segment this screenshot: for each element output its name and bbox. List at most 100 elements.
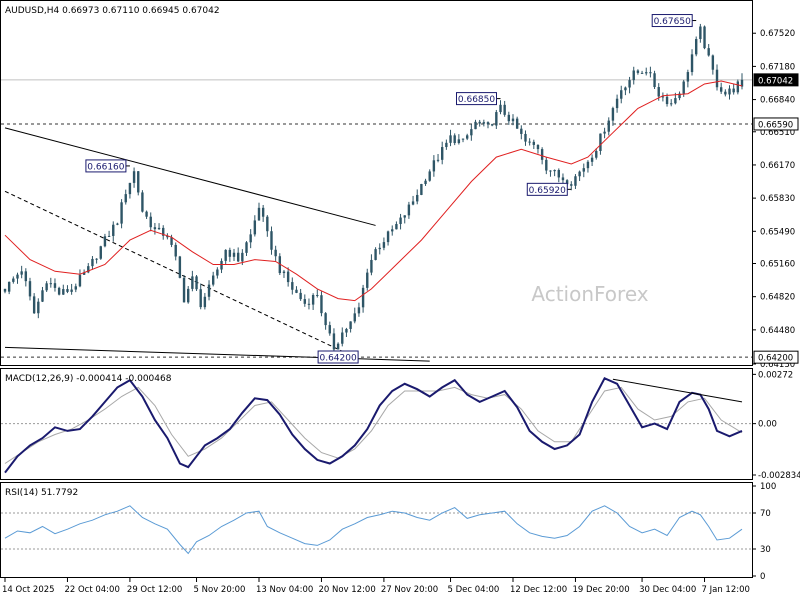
candle-body (436, 159, 440, 161)
candle-body (32, 296, 36, 314)
candle-body (407, 204, 411, 216)
candle-body (703, 26, 706, 49)
candle-body (62, 289, 65, 295)
candle-body (391, 229, 394, 232)
price-y-tick-label: 0.66840 (760, 96, 795, 106)
candle-body (12, 278, 15, 282)
x-tick-label: 30 Dec 04:00 (639, 585, 696, 595)
price-y-tick-label: 0.64820 (760, 293, 795, 303)
rsi-panel-frame (0, 482, 753, 578)
level-tag-1-box (753, 350, 799, 364)
candle-body (74, 286, 77, 290)
candle-body (149, 216, 152, 228)
annotation-box-4 (317, 350, 359, 364)
candle-body (661, 96, 665, 98)
candle-body (628, 80, 631, 88)
candle-body (20, 271, 23, 275)
candle-body (686, 72, 690, 82)
candle-body (320, 295, 323, 314)
candle-body (615, 98, 619, 109)
last-price-tag-box (753, 73, 799, 87)
candle-body (432, 160, 436, 172)
candle-body (120, 202, 123, 224)
candle-body (345, 328, 348, 333)
candle-body (116, 223, 119, 225)
candle-body (24, 271, 28, 282)
candle-body (599, 133, 602, 151)
price-y-tick-label: 0.67180 (760, 62, 795, 72)
annotation-label-4: 0.64200 (319, 354, 356, 364)
watermark: ActionForex (531, 282, 648, 306)
candle-body (141, 192, 144, 212)
candle-body (640, 72, 644, 74)
candle-body (187, 288, 190, 303)
candle-body (316, 294, 319, 296)
macd-plot (1, 377, 752, 474)
candle-body (524, 133, 527, 142)
x-tick-label: 19 Dec 20:00 (572, 585, 629, 595)
price-panel-frame (0, 0, 753, 366)
candle-body (349, 321, 352, 329)
candle-body (586, 161, 590, 169)
candle-body (395, 224, 398, 230)
candle-body (191, 276, 194, 289)
axes: 0.67520 0.67180 0.66840 0.66510 0.66170 0.658… (2, 29, 800, 595)
candle-body (124, 194, 127, 203)
candle-body (624, 87, 627, 91)
candle-body (336, 343, 340, 350)
candle-body (574, 176, 577, 186)
candle-body (719, 87, 723, 92)
candle-body (99, 246, 102, 259)
price-y-tick-label: 0.65830 (760, 194, 795, 204)
candle-body (578, 171, 581, 177)
macd-y-tick-label: 0.00 (758, 420, 777, 430)
candle-body (732, 88, 735, 93)
candle-body (261, 207, 265, 217)
candle-body (366, 272, 369, 288)
macd-panel-title: MACD(12,26,9) -0.000414 -0.000468 (5, 374, 172, 384)
price-plot: 0.67650 0.66850 0.66160 0.65920 0.64200 (1, 14, 752, 364)
candle-body (532, 141, 536, 145)
candle-body (266, 216, 269, 232)
candle-body (411, 201, 415, 205)
candle-body (282, 271, 286, 274)
candle-body (707, 48, 710, 56)
candle-body (674, 98, 677, 104)
candle-body (478, 121, 481, 124)
candle-body (632, 70, 635, 81)
candle-body (416, 194, 419, 202)
candle-body (386, 231, 390, 243)
candle-body (132, 171, 136, 183)
candle-body (715, 69, 719, 88)
candle-body (361, 287, 365, 308)
candle-body (78, 274, 82, 287)
macd-signal-line (4, 386, 743, 464)
macd-y-tick-label: -0.002834 (758, 471, 800, 481)
rsi-panel-title: RSI(14) 51.7792 (5, 488, 78, 498)
x-tick-label: 5 Dec 04:00 (448, 585, 500, 595)
candle-body (570, 184, 573, 186)
candle-body (28, 281, 32, 297)
candle-body (665, 96, 669, 105)
candle-body (295, 289, 298, 293)
last-price-tag-text: 0.67042 (758, 76, 793, 86)
candle-body (520, 128, 523, 134)
candle-body (328, 325, 331, 334)
candle-body (228, 249, 232, 257)
candle-body (162, 227, 165, 236)
candle-body (324, 313, 327, 326)
candle-body (49, 283, 53, 285)
price-y-tick-label: 0.65160 (760, 259, 795, 269)
candle-body (611, 108, 615, 121)
candle-body (291, 282, 294, 290)
candle-body (495, 112, 498, 126)
candle-body (553, 169, 556, 172)
candle-body (257, 207, 261, 221)
candle-body (53, 283, 57, 288)
candle-body (511, 118, 515, 122)
candle-body (736, 81, 740, 93)
candle-body (549, 170, 552, 172)
macd-y-tick-label: 0.00272 (758, 370, 793, 380)
candle-body (157, 227, 161, 230)
candle-body (557, 169, 560, 178)
